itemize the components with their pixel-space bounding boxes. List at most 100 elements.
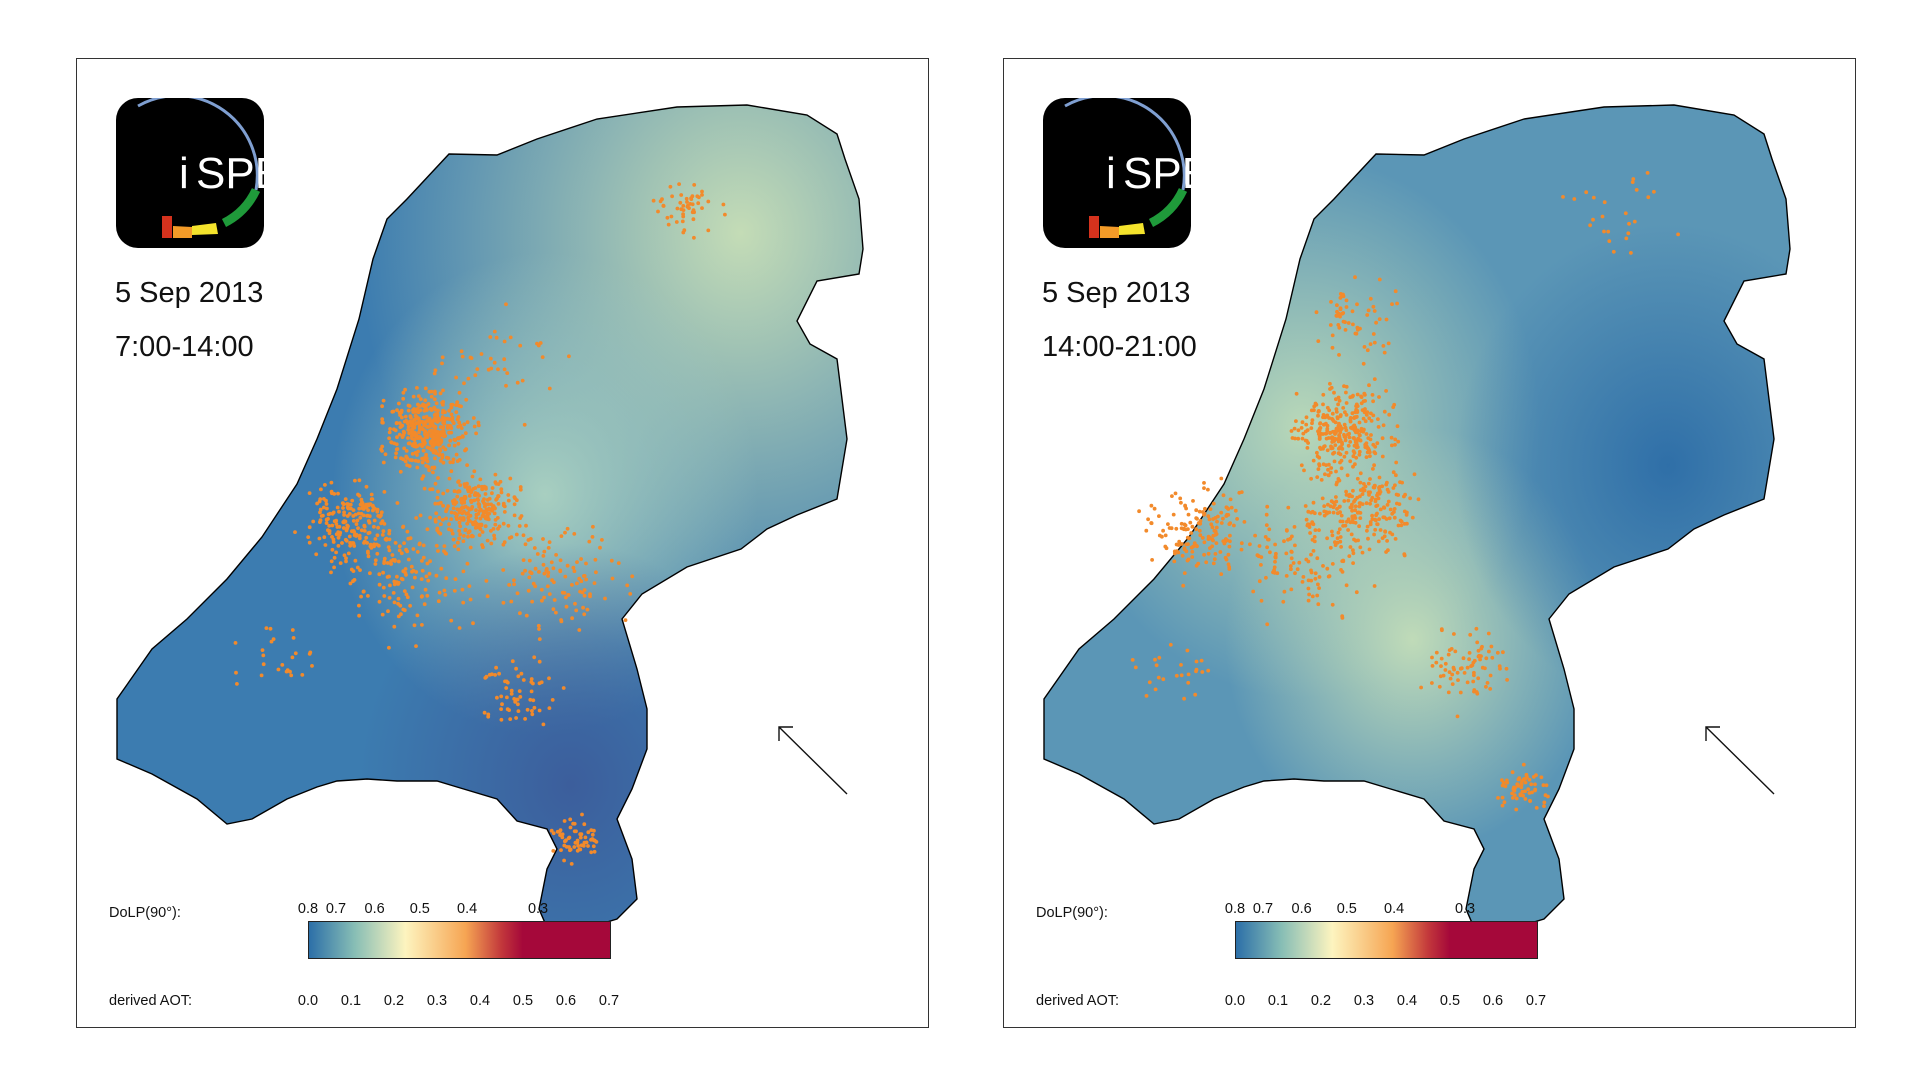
measurement-point: [1393, 289, 1398, 294]
measurement-point: [436, 501, 441, 506]
measurement-point: [520, 571, 525, 576]
measurement-point: [401, 525, 405, 529]
measurement-point: [348, 543, 353, 548]
measurement-point: [1266, 537, 1270, 542]
measurement-point: [1332, 503, 1337, 507]
measurement-point: [494, 335, 499, 340]
measurement-point: [1322, 509, 1327, 514]
measurement-point: [651, 198, 656, 203]
measurement-point: [1232, 523, 1236, 528]
measurement-point: [1242, 520, 1247, 524]
measurement-point: [1337, 433, 1342, 438]
measurement-point: [403, 459, 408, 464]
measurement-point: [477, 524, 482, 529]
measurement-point: [377, 599, 382, 604]
measurement-point: [1488, 687, 1493, 691]
measurement-point: [1371, 399, 1375, 404]
measurement-point: [466, 534, 470, 539]
measurement-point: [427, 468, 431, 473]
dolp-tick-label: 0.5: [1336, 901, 1357, 917]
measurement-point: [459, 349, 464, 354]
measurement-point: [1355, 392, 1360, 397]
measurement-point: [487, 506, 491, 511]
measurement-point: [474, 508, 478, 513]
measurement-point: [477, 508, 482, 513]
measurement-point: [1372, 309, 1377, 313]
measurement-point: [404, 592, 409, 597]
measurement-point: [1347, 554, 1352, 558]
dolp-axis-label: DoLP(90°):: [109, 905, 181, 921]
measurement-point: [416, 394, 421, 398]
measurement-point: [1467, 657, 1471, 662]
measurement-point: [579, 843, 584, 848]
measurement-point: [375, 509, 380, 514]
measurement-point: [502, 339, 507, 344]
svg-text:i: i: [179, 149, 189, 198]
measurement-point: [1172, 559, 1177, 564]
measurement-point: [440, 518, 445, 522]
measurement-point: [582, 822, 587, 827]
measurement-point: [505, 695, 509, 700]
measurement-point: [1366, 536, 1370, 541]
measurement-point: [1351, 520, 1356, 525]
measurement-point: [496, 367, 500, 372]
measurement-point: [1291, 561, 1296, 565]
measurement-point: [420, 623, 424, 627]
measurement-point: [450, 419, 455, 423]
time-range-label: 7:00-14:00: [115, 331, 254, 363]
measurement-point: [485, 538, 490, 543]
measurement-point: [506, 523, 511, 528]
measurement-point: [529, 677, 534, 681]
measurement-point: [385, 575, 390, 579]
measurement-point: [589, 828, 594, 832]
measurement-point: [524, 523, 528, 528]
measurement-point: [580, 812, 584, 817]
measurement-point: [1225, 506, 1230, 511]
measurement-point: [1363, 407, 1367, 411]
measurement-point: [1439, 627, 1444, 631]
measurement-point: [337, 524, 342, 529]
colorbar-gradient: [1235, 921, 1538, 959]
measurement-point: [366, 551, 370, 555]
wind-direction-arrow-icon: [778, 726, 848, 795]
measurement-point: [1362, 345, 1367, 349]
measurement-point: [1157, 514, 1161, 518]
measurement-point: [488, 335, 493, 339]
measurement-point: [492, 511, 497, 516]
measurement-point: [1591, 217, 1595, 222]
measurement-point: [490, 486, 495, 490]
measurement-point: [1627, 221, 1631, 226]
measurement-point: [1606, 229, 1611, 234]
measurement-point: [1386, 499, 1391, 504]
measurement-point: [500, 702, 504, 707]
measurement-point: [1386, 548, 1390, 553]
measurement-point: [1197, 509, 1202, 514]
measurement-point: [451, 506, 456, 511]
measurement-point: [1163, 544, 1168, 549]
measurement-point: [1335, 437, 1339, 441]
measurement-point: [1208, 546, 1212, 550]
measurement-point: [1500, 803, 1505, 808]
measurement-point: [1209, 522, 1214, 527]
measurement-point: [397, 544, 402, 549]
measurement-point: [416, 416, 421, 421]
measurement-point: [424, 407, 428, 411]
measurement-point: [421, 437, 425, 442]
measurement-point: [300, 673, 305, 677]
measurement-point: [1315, 593, 1320, 598]
measurement-point: [359, 497, 364, 502]
measurement-point: [1313, 571, 1318, 576]
measurement-point: [1221, 539, 1226, 543]
measurement-point: [1311, 500, 1316, 505]
dolp-axis-label: DoLP(90°):: [1036, 905, 1108, 921]
measurement-point: [1511, 787, 1516, 792]
measurement-point: [404, 573, 408, 577]
measurement-point: [1345, 519, 1349, 524]
measurement-point: [1402, 553, 1407, 558]
measurement-point: [1376, 539, 1381, 544]
measurement-point: [1174, 542, 1179, 547]
measurement-point: [1321, 402, 1325, 407]
measurement-point: [545, 584, 550, 589]
measurement-point: [600, 538, 604, 542]
measurement-point: [1373, 499, 1378, 504]
